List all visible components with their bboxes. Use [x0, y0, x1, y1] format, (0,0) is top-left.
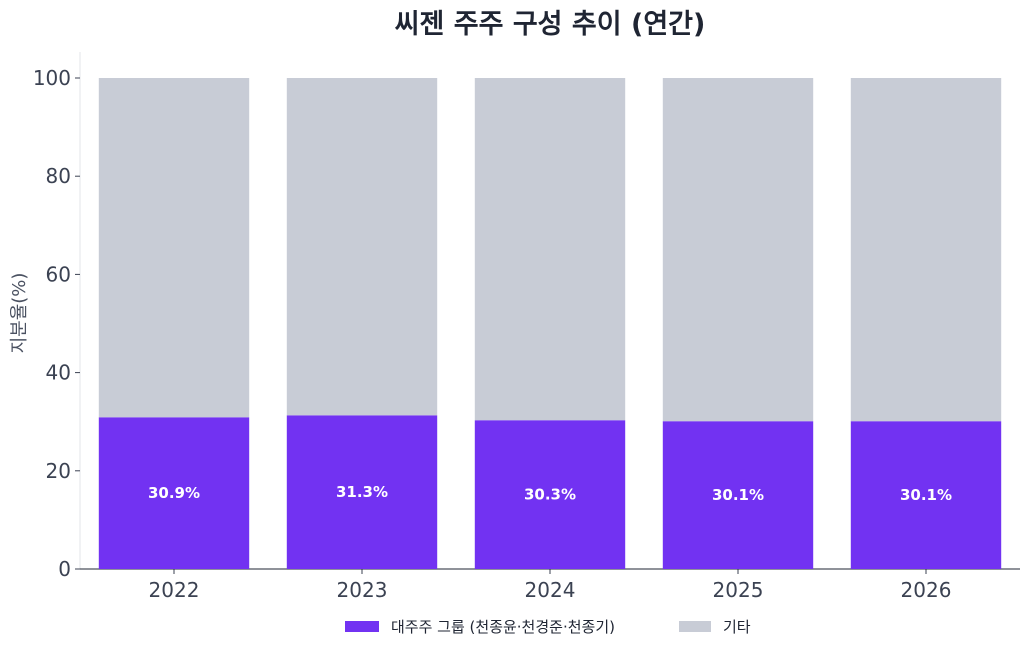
legend-label: 기타	[723, 618, 751, 636]
bar-major-shareholder	[474, 420, 626, 569]
bar-other	[286, 78, 438, 416]
legend-label: 대주주 그룹 (천종윤·천경준·천종기)	[391, 618, 615, 636]
legend: 대주주 그룹 (천종윤·천경준·천종기) 기타	[345, 618, 751, 636]
y-tick-label: 100	[33, 66, 71, 90]
x-tick-label: 2023	[337, 578, 388, 602]
legend-swatch	[679, 621, 711, 632]
axes: 0 20 40 60 80 100 2022 2023 2024 2025 2026	[33, 52, 1020, 602]
bar-major-shareholder	[98, 417, 250, 569]
bar-major-shareholder	[286, 415, 438, 569]
x-tick-label: 2022	[149, 578, 200, 602]
legend-swatch	[345, 621, 379, 632]
y-tick-label: 80	[46, 164, 71, 188]
chart-title: 씨젠 주주 구성 추이 (연간)	[395, 9, 706, 40]
y-tick-label: 60	[46, 262, 71, 286]
bar-other	[98, 78, 250, 418]
bar-value-label: 30.3%	[524, 486, 576, 504]
bar-other	[850, 78, 1002, 422]
x-tick-label: 2025	[713, 578, 764, 602]
bar-value-label: 31.3%	[336, 483, 388, 501]
bar-major-shareholder	[662, 421, 814, 569]
bar-value-label: 30.1%	[712, 486, 764, 504]
y-tick-label: 0	[58, 557, 71, 581]
bar-other	[474, 78, 626, 421]
bar-other	[662, 78, 814, 422]
y-tick-label: 20	[46, 459, 71, 483]
x-tick-label: 2026	[901, 578, 952, 602]
y-axis-label: 지분율(%)	[9, 273, 30, 354]
bar-value-label: 30.1%	[900, 486, 952, 504]
x-tick-label: 2024	[525, 578, 576, 602]
bar-major-shareholder	[850, 421, 1002, 569]
y-tick-label: 40	[46, 361, 71, 385]
bar-value-label: 30.9%	[148, 484, 200, 502]
bars: 30.9% 31.3% 30.3% 30.1% 30.1%	[98, 78, 1002, 569]
